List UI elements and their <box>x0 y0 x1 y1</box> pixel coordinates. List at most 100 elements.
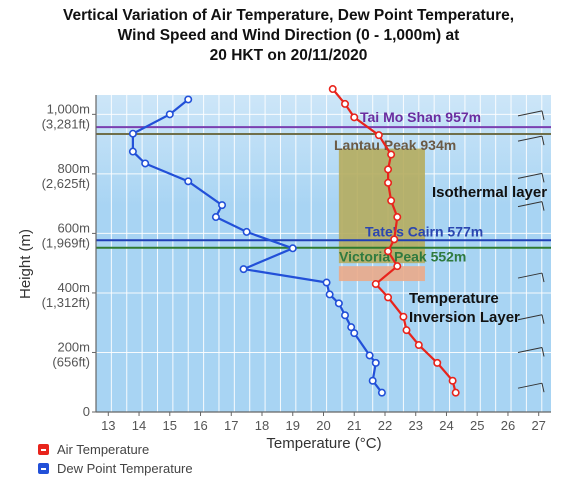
plot-background <box>96 95 551 412</box>
x-tick-label-15: 15 <box>163 418 177 433</box>
inversion-layer-box <box>338 266 425 282</box>
dew-point-point <box>242 227 251 236</box>
air-temperature-point <box>384 165 393 174</box>
legend-label-dew-point-temperature: Dew Point Temperature <box>57 461 193 476</box>
air-temperature-point <box>374 131 383 140</box>
air-temperature-point <box>384 247 393 256</box>
air-temperature-point <box>341 99 350 108</box>
air-temperature-point <box>399 312 408 321</box>
wind-barb-staff <box>517 201 543 208</box>
wind-barb-feather <box>541 110 545 120</box>
wind-barb <box>517 382 545 393</box>
legend-swatch-air-temperature <box>38 444 49 455</box>
inversion-label-line-1: Temperature <box>409 290 499 307</box>
x-tick-label-26: 26 <box>501 418 515 433</box>
wind-barb <box>517 314 545 324</box>
y-axis-label: Height (m) <box>17 229 34 299</box>
wind-barb-staff <box>517 272 543 279</box>
y-tick-label-600: 600m <box>57 220 90 235</box>
wind-barb-feather <box>541 272 545 283</box>
wind-barb <box>517 110 545 120</box>
x-tick-label-25: 25 <box>470 418 484 433</box>
dew-point-point <box>325 290 334 299</box>
air-temperature-point <box>390 235 399 244</box>
reference-label-1: Lantau Peak 934m <box>334 137 456 153</box>
y-tick-label-200: 200m <box>57 339 90 354</box>
wind-barb-feather <box>541 136 545 146</box>
x-tick-label-27: 27 <box>531 418 545 433</box>
dew-point-point <box>322 278 331 287</box>
x-tick-label-21: 21 <box>347 418 361 433</box>
reference-label-0: Tai Mo Shan 957m <box>360 109 481 125</box>
dew-point-point <box>347 323 356 332</box>
x-tick-label-23: 23 <box>408 418 422 433</box>
wind-barb-staff <box>517 172 543 179</box>
wind-barb <box>517 172 545 183</box>
dew-point-point <box>368 376 377 385</box>
x-tick-label-13: 13 <box>101 418 115 433</box>
legend-item-dew-point-temperature[interactable]: Dew Point Temperature <box>38 461 193 476</box>
x-tick-label-22: 22 <box>378 418 392 433</box>
dew-point-point <box>341 311 350 320</box>
dew-point-point <box>239 265 248 274</box>
x-tick-label-18: 18 <box>255 418 269 433</box>
air-temperature-point <box>350 113 359 122</box>
air-temperature-point <box>451 388 460 397</box>
dew-point-point <box>334 299 343 308</box>
dew-point-point <box>141 159 150 168</box>
legend-swatch-dew-point-temperature <box>38 463 49 474</box>
x-tick-label-20: 20 <box>316 418 330 433</box>
wind-barb <box>517 135 545 146</box>
air-temperature-point <box>328 85 337 94</box>
dew-point-point <box>165 110 174 119</box>
wind-barb-staff <box>517 346 543 353</box>
reference-label-3: Victoria Peak 552m <box>339 249 466 265</box>
y-tick-label-400: 400m <box>57 280 90 295</box>
y-tick-sublabel-1000: (3,281ft) <box>42 116 90 131</box>
dew-point-point <box>184 95 193 104</box>
air-temperature-point <box>448 376 457 385</box>
wind-barb-feather <box>541 201 545 211</box>
air-temperature-point <box>402 326 411 335</box>
wind-barb-feather <box>541 173 545 183</box>
wind-barb <box>517 201 545 211</box>
air-temperature-point <box>387 150 396 159</box>
dew-point-point <box>218 201 227 210</box>
dew-point-point <box>184 177 193 186</box>
legend-label-air-temperature: Air Temperature <box>57 442 150 457</box>
air-temperature-point <box>371 280 380 289</box>
chart-title: Vertical Variation of Air Temperature, D… <box>0 6 577 66</box>
reference-label-2: Tate's Cairn 577m <box>365 223 483 239</box>
air-temperature-point <box>393 213 402 222</box>
dew-point-point <box>288 244 297 253</box>
inversion-label-line-2: Inversion Layer <box>409 309 520 326</box>
legend-item-air-temperature[interactable]: Air Temperature <box>38 442 149 457</box>
isothermal-layer-box <box>338 148 425 264</box>
x-tick-label-24: 24 <box>439 418 453 433</box>
wind-barb-staff <box>517 110 543 117</box>
dew-point-point <box>211 213 220 222</box>
dew-point-point <box>365 351 374 360</box>
wind-barb-feather <box>541 314 545 324</box>
dew-point-point <box>371 358 380 367</box>
chart-title-line-3: 20 HKT on 20/11/2020 <box>209 47 368 64</box>
x-tick-label-19: 19 <box>286 418 300 433</box>
wind-barb-feather <box>541 383 545 393</box>
air-temperature-point <box>414 341 423 350</box>
y-tick-sublabel-800: (2,625ft) <box>42 176 90 191</box>
dew-point-point <box>350 329 359 338</box>
y-tick-label-800: 800m <box>57 161 90 176</box>
y-tick-sublabel-600: (1,969ft) <box>42 235 90 250</box>
wind-barb-feather <box>541 347 545 357</box>
x-axis-label: Temperature (°C) <box>266 435 381 452</box>
air-temperature-point <box>387 196 396 205</box>
wind-barb <box>517 272 545 283</box>
air-temperature-point <box>433 358 442 367</box>
x-tick-label-14: 14 <box>132 418 146 433</box>
x-tick-label-16: 16 <box>193 418 207 433</box>
dew-point-point <box>377 388 386 397</box>
air-temperature-point <box>384 178 393 187</box>
y-tick-sublabel-200: (656ft) <box>52 354 90 369</box>
wind-barb <box>517 346 545 357</box>
